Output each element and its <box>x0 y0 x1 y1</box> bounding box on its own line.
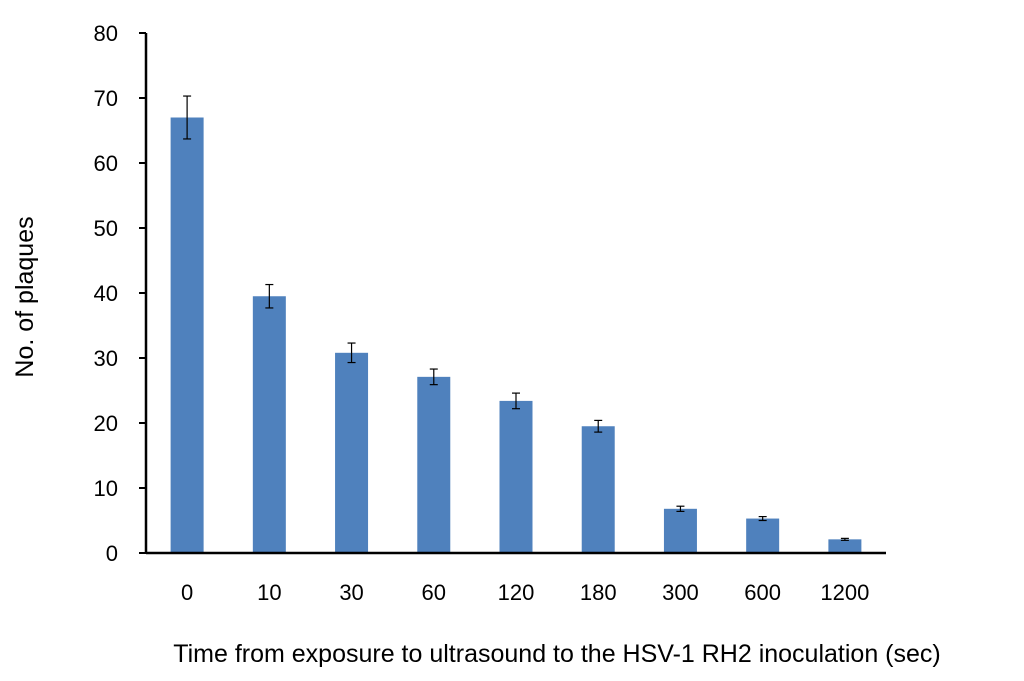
y-tick-label: 20 <box>94 411 118 436</box>
x-tick-label: 300 <box>662 580 699 605</box>
error-bar-30 <box>347 342 356 364</box>
x-tick-label: 120 <box>498 580 535 605</box>
bar-600 <box>746 518 780 553</box>
x-tick-label: 10 <box>257 580 281 605</box>
bar-1200 <box>828 539 862 553</box>
bar-0 <box>170 117 204 553</box>
error-bar-60 <box>429 368 438 386</box>
y-axis-title: No. of plaques <box>11 216 39 377</box>
x-tick-label: 30 <box>339 580 363 605</box>
y-tick-label: 60 <box>94 151 118 176</box>
error-bar-180 <box>594 419 603 433</box>
y-tick-label: 30 <box>94 346 118 371</box>
bar-10 <box>252 296 286 553</box>
x-tick-label: 600 <box>744 580 781 605</box>
error-bar-300 <box>676 505 685 512</box>
bar-120 <box>499 400 533 553</box>
x-tick-labels: 0 10 30 60 120 180 300 600 1200 <box>181 580 869 605</box>
error-bar-10 <box>265 283 274 309</box>
bars <box>170 117 862 553</box>
bar-300 <box>663 508 697 553</box>
y-tick-label: 50 <box>94 216 118 241</box>
bar-30 <box>335 352 369 553</box>
bar-60 <box>417 376 451 553</box>
y-tick-label: 80 <box>94 21 118 46</box>
error-bar-1200 <box>840 537 849 541</box>
x-tick-label: 1200 <box>820 580 869 605</box>
error-bar-0 <box>183 95 192 140</box>
x-tick-label: 180 <box>580 580 617 605</box>
error-bars <box>183 95 849 541</box>
y-tick-label: 10 <box>94 476 118 501</box>
bar-180 <box>581 426 615 553</box>
y-tick-label: 0 <box>106 541 118 566</box>
y-tick-labels: 0 10 20 30 40 50 60 70 80 <box>94 21 118 566</box>
y-tick-label: 70 <box>94 86 118 111</box>
error-bar-120 <box>512 392 520 410</box>
axes <box>139 32 886 555</box>
y-tick-label: 40 <box>94 281 118 306</box>
x-axis-title: Time from exposure to ultrasound to the … <box>173 640 940 668</box>
error-bar-600 <box>758 515 767 522</box>
x-tick-label: 60 <box>422 580 446 605</box>
x-tick-label: 0 <box>181 580 193 605</box>
